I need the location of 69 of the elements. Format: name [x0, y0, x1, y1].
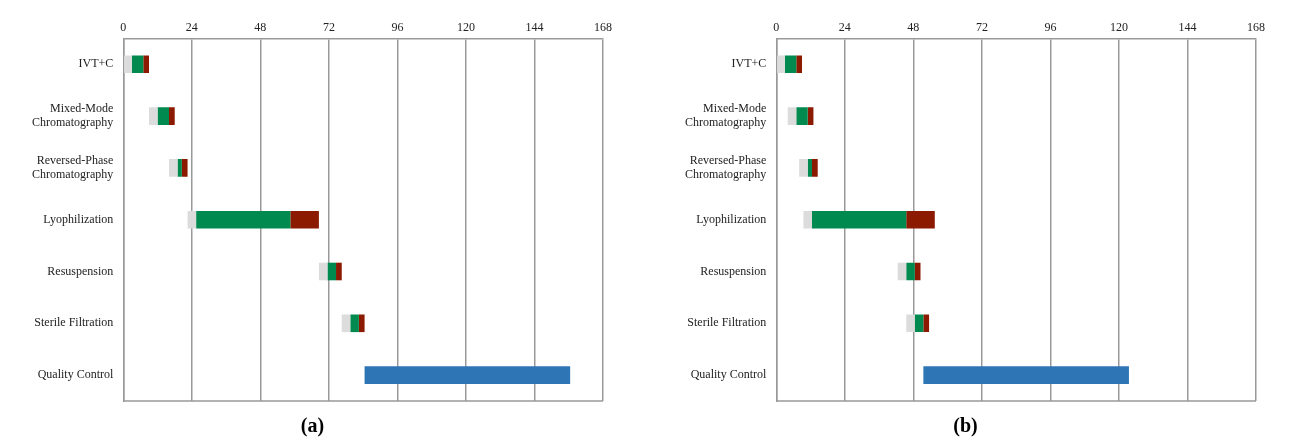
y-tick-label: Resuspension [47, 263, 114, 278]
bar [799, 159, 808, 177]
bar [796, 107, 808, 125]
x-tick-label: 168 [1247, 20, 1265, 35]
bar [906, 314, 915, 333]
y-tick-label: Sterile Filtration [687, 315, 767, 330]
bar [177, 159, 182, 177]
bar [290, 210, 319, 229]
x-tick-label: 48 [907, 20, 920, 35]
x-tick-label: 144 [525, 20, 544, 35]
x-tick-label: 96 [391, 20, 404, 35]
x-tick-label: 0 [773, 20, 780, 35]
bar [796, 55, 803, 74]
bar [777, 55, 785, 74]
bar [143, 55, 150, 74]
bar [327, 262, 337, 281]
bar [157, 107, 169, 125]
bar [906, 210, 935, 229]
bar [787, 107, 797, 125]
bar [914, 314, 924, 333]
bar [358, 314, 365, 333]
bar [187, 210, 197, 229]
bar [149, 107, 158, 125]
bar [784, 55, 797, 74]
x-tick-label: 48 [254, 20, 267, 35]
x-tick-label: 0 [120, 20, 127, 35]
y-tick-label: Resuspension [700, 263, 767, 278]
bar [364, 366, 571, 384]
bar [906, 262, 915, 281]
text: (a) [300, 414, 325, 438]
bar [181, 159, 188, 177]
y-tick-label: Reversed-Phase Chromatography [31, 152, 114, 182]
y-tick-label: Reversed-Phase Chromatography [684, 152, 767, 182]
bar [923, 314, 930, 333]
x-tick-label: 120 [1109, 20, 1128, 35]
x-tick-label: 72 [975, 20, 988, 35]
x-tick-label: 24 [838, 20, 851, 35]
bar [196, 210, 291, 229]
x-tick-label: 168 [594, 20, 612, 35]
bar [807, 159, 813, 177]
y-tick-label: Mixed-Mode Chromatography [684, 101, 767, 130]
bar [923, 366, 1129, 384]
y-tick-label: Quality Control [690, 367, 767, 382]
y-tick-label: Lyophilization [696, 211, 767, 226]
bar [341, 314, 351, 333]
y-tick-label: Quality Control [37, 367, 114, 382]
y-tick-label: Lyophilization [43, 211, 114, 226]
y-tick-label: Mixed-Mode Chromatography [31, 101, 114, 130]
bar [124, 55, 132, 74]
bar [803, 210, 813, 229]
bar [812, 159, 818, 177]
bar [812, 210, 907, 229]
bar [914, 262, 921, 281]
bar [169, 159, 178, 177]
x-tick-label: 24 [185, 20, 198, 35]
x-tick-label: 144 [1178, 20, 1197, 35]
bar [131, 55, 144, 74]
y-tick-label: IVT+C [78, 56, 114, 71]
bar [336, 262, 342, 281]
bar [897, 262, 907, 281]
y-tick-label: Sterile Filtration [34, 315, 114, 330]
x-tick-label: 72 [322, 20, 335, 35]
text: (b) [953, 414, 978, 438]
x-tick-label: 96 [1044, 20, 1057, 35]
bar [169, 107, 175, 125]
x-tick-label: 120 [456, 20, 475, 35]
bar [318, 262, 328, 281]
bar [350, 314, 359, 333]
y-tick-label: IVT+C [731, 56, 767, 71]
